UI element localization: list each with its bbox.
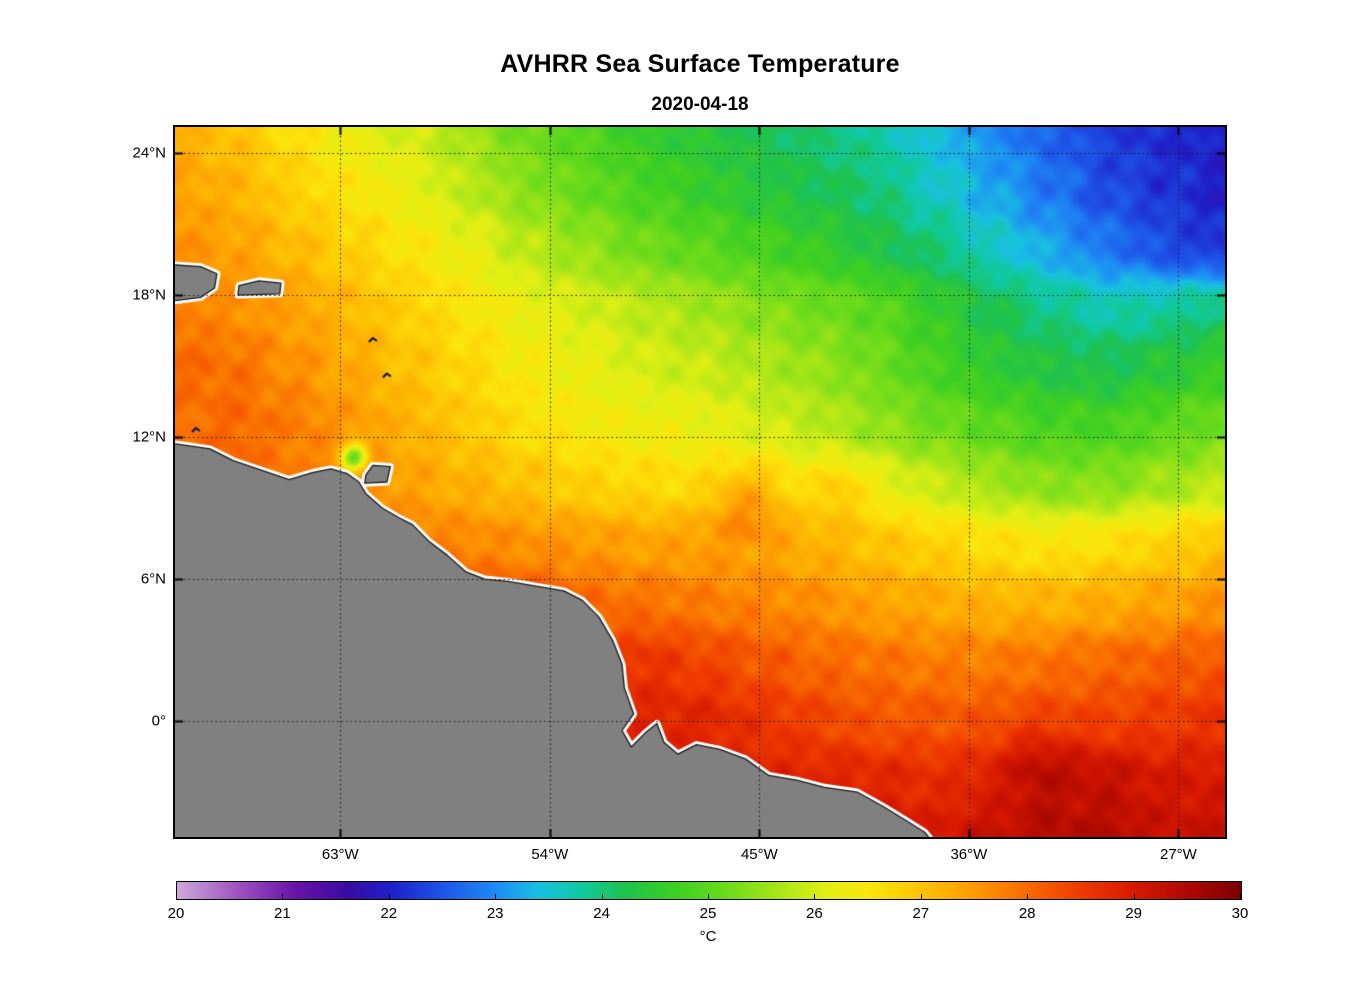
colorbar-tick-label: 25 xyxy=(699,905,717,922)
colorbar-tick-label: 20 xyxy=(167,905,185,922)
colorbar-tick-mark xyxy=(495,894,497,899)
colorbar-tick-label: 24 xyxy=(593,905,610,922)
colorbar-tick-label: 30 xyxy=(1231,905,1249,922)
colorbar-tick-label: 21 xyxy=(274,905,291,922)
colorbar-tick-mark xyxy=(282,894,284,899)
colorbar-tick-mark xyxy=(1240,894,1241,899)
colorbar-tick-mark xyxy=(176,894,177,899)
x-tick-label: 27°W xyxy=(1160,846,1197,863)
colorbar-gradient xyxy=(176,881,1242,900)
colorbar-tick-label: 26 xyxy=(806,905,823,922)
colorbar-unit-label: °C xyxy=(699,928,717,945)
colorbar-tick-label: 27 xyxy=(912,905,930,922)
colorbar-tick-mark xyxy=(920,894,922,899)
chart-date-subtitle: 2020-04-18 xyxy=(651,94,749,115)
y-tick-label: 12°N xyxy=(132,428,166,446)
colorbar-tick-mark xyxy=(601,894,603,899)
y-tick-label: 18°N xyxy=(132,286,166,304)
colorbar-tick-mark xyxy=(388,894,390,899)
y-tick-label: 6°N xyxy=(140,570,166,588)
colorbar-tick-label: 22 xyxy=(380,905,398,922)
colorbar-tick-label: 29 xyxy=(1125,905,1142,922)
colorbar-tick-mark xyxy=(1027,894,1029,899)
y-tick-label: 0° xyxy=(151,712,166,730)
colorbar-tick-label: 23 xyxy=(486,905,504,922)
x-tick-label: 36°W xyxy=(950,846,988,863)
colorbar-tick-mark xyxy=(708,894,709,899)
colorbar-tick-mark xyxy=(1133,894,1135,899)
colorbar-tick-mark xyxy=(814,894,816,899)
colorbar-tick-label: 28 xyxy=(1018,905,1036,922)
y-tick-label: 24°N xyxy=(132,144,166,162)
x-tick-label: 54°W xyxy=(531,846,569,863)
x-tick-label: 45°W xyxy=(740,846,778,863)
sst-heatmap xyxy=(173,125,1227,839)
chart-title: AVHRR Sea Surface Temperature xyxy=(500,50,900,78)
x-tick-label: 63°W xyxy=(321,846,359,863)
